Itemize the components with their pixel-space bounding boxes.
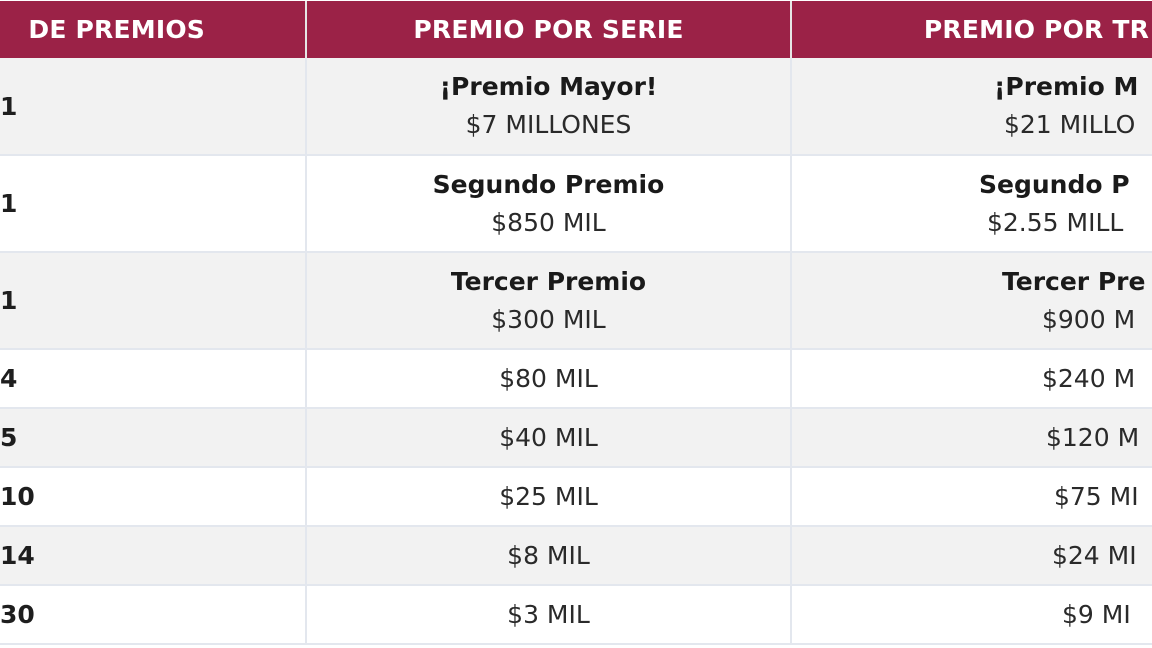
trio-prize-cell: $120 M [791,408,1152,468]
prize-count: 1 [0,252,307,350]
series-prize-cell: ¡Premio Mayor! $7 MILLONES [306,58,792,156]
prize-count: 5 [0,408,307,468]
trio-prize-cell: Segundo P $2.55 MILL [791,155,1152,253]
table-row: 5 $40 MIL $120 M [0,408,1152,468]
prize-count: 4 [0,349,307,409]
prize-amount: $7 MILLONES [465,110,632,139]
prize-amount: $21 MILLO [1004,110,1136,139]
prize-count: 30 [0,585,307,645]
series-prize-cell: Tercer Premio $300 MIL [306,252,792,350]
header-prize-count: DE PREMIOS [0,1,307,58]
series-prize-cell: $40 MIL [306,408,792,468]
series-prize-cell: $80 MIL [306,349,792,409]
series-prize-cell: $3 MIL [306,585,792,645]
prize-amount: $3 MIL [507,599,590,629]
series-prize-cell: $25 MIL [306,467,792,527]
table-row: 10 $25 MIL $75 MI [0,467,1152,527]
table-row: 1 ¡Premio Mayor! $7 MILLONES ¡Premio M $… [0,58,1152,156]
prize-title: Tercer Pre [1002,266,1146,296]
prize-title: Tercer Premio [450,266,647,296]
table-row: 14 $8 MIL $24 MI [0,526,1152,586]
header-prize-per-trio: PREMIO POR TR [791,1,1152,58]
prize-title: ¡Premio M [994,72,1139,101]
prize-amount: $8 MIL [507,540,590,570]
prize-amount: $24 MI [1052,540,1137,570]
prize-count: 1 [0,58,307,156]
prize-amount: $2.55 MILL [987,207,1124,237]
prize-amount: $40 MIL [499,422,598,452]
trio-prize-cell: ¡Premio M $21 MILLO [791,58,1152,156]
prize-count: 14 [0,526,307,586]
prize-amount: $9 MI [1062,599,1131,629]
prize-amount: $120 M [1046,422,1140,452]
series-prize-cell: Segundo Premio $850 MIL [306,155,792,253]
table-row: 1 Segundo Premio $850 MIL Segundo P $2.5… [0,155,1152,253]
prize-count: 10 [0,467,307,527]
series-prize-cell: $8 MIL [306,526,792,586]
prize-amount: $850 MIL [491,207,606,237]
table-row: 30 $3 MIL $9 MI [0,585,1152,645]
prize-amount: $25 MIL [499,481,598,511]
prize-amount: $900 M [1042,304,1136,334]
prize-amount: $300 MIL [491,304,606,334]
table-row: 1 Tercer Premio $300 MIL Tercer Pre $900… [0,252,1152,350]
trio-prize-cell: $75 MI [791,467,1152,527]
header-prize-per-series: PREMIO POR SERIE [306,1,792,58]
prize-amount: $75 MI [1054,481,1139,511]
prize-amount: $240 M [1042,363,1136,393]
prize-amount: $80 MIL [499,363,598,393]
trio-prize-cell: Tercer Pre $900 M [791,252,1152,350]
trio-prize-cell: $24 MI [791,526,1152,586]
header-row: DE PREMIOS PREMIO POR SERIE PREMIO POR T… [0,1,1152,58]
prize-title: Segundo P [979,169,1130,199]
table-row: 4 $80 MIL $240 M [0,349,1152,409]
prize-title: ¡Premio Mayor! [439,72,658,101]
prize-title: Segundo Premio [432,169,665,199]
trio-prize-cell: $9 MI [791,585,1152,645]
trio-prize-cell: $240 M [791,349,1152,409]
prize-count: 1 [0,155,307,253]
